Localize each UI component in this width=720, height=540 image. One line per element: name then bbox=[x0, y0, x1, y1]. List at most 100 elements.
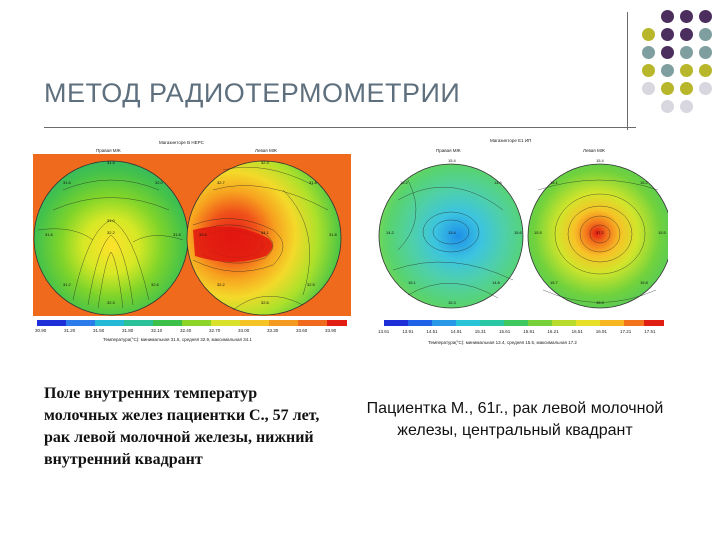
decorative-dot bbox=[680, 28, 693, 41]
scale-tick-label: 32.10 bbox=[151, 328, 163, 333]
sensor-value: 13.4 bbox=[448, 230, 456, 235]
scale-tick-label: 31.80 bbox=[122, 328, 134, 333]
left-right-breast-label: Правая МЖ bbox=[96, 148, 121, 153]
scale-tick-label: 15.31 bbox=[474, 329, 487, 334]
vertical-divider-line bbox=[627, 12, 628, 132]
decorative-dot bbox=[680, 64, 693, 77]
scale-tick-label: 33.00 bbox=[238, 328, 250, 333]
decorative-dot bbox=[642, 82, 655, 95]
sensor-value: 32.2 bbox=[217, 282, 225, 287]
right-right-breast-map bbox=[378, 163, 524, 309]
sensor-value: 31.6 bbox=[63, 180, 71, 185]
sensor-value: 31.8 bbox=[173, 232, 181, 237]
sensor-value: 32.5 bbox=[307, 282, 315, 287]
left-color-scale bbox=[37, 320, 347, 326]
decorative-dot bbox=[642, 64, 655, 77]
decorative-dot bbox=[680, 82, 693, 95]
scale-tick-label: 33.30 bbox=[267, 328, 279, 333]
scale-tick-label: 13.61 bbox=[378, 329, 390, 334]
decorative-dot bbox=[661, 28, 674, 41]
decorative-dot bbox=[661, 82, 674, 95]
decorative-dot bbox=[699, 82, 712, 95]
sensor-value: 14.8 bbox=[492, 280, 500, 285]
decorative-dot bbox=[680, 46, 693, 59]
sensor-value: 15.5 bbox=[534, 230, 542, 235]
scale-tick-label: 16.51 bbox=[571, 329, 583, 334]
scale-tick-label: 32.40 bbox=[180, 328, 192, 333]
thermogram-right-image bbox=[378, 130, 673, 352]
right-left-breast-label: Левая МЖ bbox=[583, 148, 605, 153]
thermogram-left-image bbox=[33, 130, 351, 352]
decorative-dot bbox=[661, 64, 674, 77]
thermogram-left: Магазинторе В НЕРС Правая МЖ Левая МЖ 30… bbox=[33, 130, 351, 352]
sensor-value: 15.1 bbox=[408, 280, 416, 285]
sensor-value: 33.6 bbox=[199, 232, 207, 237]
sensor-value: 32.3 bbox=[261, 160, 269, 165]
sensor-value: 32.6 bbox=[151, 282, 159, 287]
decorative-dot bbox=[699, 64, 712, 77]
sensor-value: 14.2 bbox=[386, 230, 394, 235]
sensor-value: 15.2 bbox=[400, 180, 408, 185]
decorative-dot bbox=[699, 10, 712, 23]
sensor-value: 32.3 bbox=[107, 300, 115, 305]
sensor-value: 15.8 bbox=[640, 280, 648, 285]
scale-tick-label: 16.21 bbox=[547, 329, 559, 334]
sensor-value: 15.3 bbox=[448, 300, 456, 305]
decorative-dot bbox=[699, 46, 712, 59]
slide-title: МЕТОД РАДИОТЕРМОМЕТРИИ bbox=[44, 78, 461, 108]
left-right-breast-map bbox=[33, 160, 189, 316]
sensor-value: 32.7 bbox=[217, 180, 225, 185]
left-thermogram-header: Магазинторе В НЕРС bbox=[159, 140, 204, 145]
sensor-value: 31.8 bbox=[309, 180, 317, 185]
left-left-breast-label: Левая МЖ bbox=[255, 148, 277, 153]
thermogram-right: Магазинторе Е1 ИП Правая МЖ Левая МЖ 13.… bbox=[378, 130, 673, 352]
scale-tick-label: 33.60 bbox=[296, 328, 308, 333]
sensor-value: 15.2 bbox=[640, 180, 648, 185]
sensor-value: 32.2 bbox=[107, 230, 115, 235]
scale-tick-label: 31.50 bbox=[93, 328, 105, 333]
scale-tick-label: 17.51 bbox=[644, 329, 656, 334]
caption-right: Пациентка М., 61г., рак левой молочной ж… bbox=[366, 400, 664, 439]
decorative-dot bbox=[661, 46, 674, 59]
scale-tick-label: 14.51 bbox=[426, 329, 438, 334]
right-color-scale bbox=[384, 320, 664, 326]
scale-tick-label: 17.21 bbox=[620, 329, 632, 334]
sensor-value: 15.5 bbox=[596, 300, 604, 305]
decorative-dot bbox=[661, 10, 674, 23]
right-thermogram-header: Магазинторе Е1 ИП bbox=[490, 138, 532, 143]
sensor-value: 31.0 bbox=[107, 218, 115, 223]
scale-tick-label: 32.70 bbox=[209, 328, 221, 333]
scale-tick-label: 13.91 bbox=[402, 329, 414, 334]
caption-left: Поле внутренних температур молочных желе… bbox=[44, 385, 320, 468]
scale-tick-label: 15.91 bbox=[523, 329, 535, 334]
sensor-value: 32.0 bbox=[155, 180, 163, 185]
sensor-value: 31.6 bbox=[45, 232, 53, 237]
decorative-dot bbox=[642, 28, 655, 41]
sensor-value: 15.1 bbox=[550, 180, 558, 185]
sensor-value: 31.8 bbox=[329, 232, 337, 237]
sensor-value: 31.5 bbox=[107, 160, 115, 165]
sensor-value: 15.4 bbox=[596, 158, 604, 163]
left-thermogram-footer: Температура(°С): минимальная 31.5, средн… bbox=[103, 337, 252, 342]
sensor-value: 15.4 bbox=[448, 158, 456, 163]
decorative-dot bbox=[680, 10, 693, 23]
sensor-value: 14.6 bbox=[494, 180, 502, 185]
right-right-breast-label: Правая МЖ bbox=[436, 148, 461, 153]
decorative-dot bbox=[642, 46, 655, 59]
right-left-breast-map bbox=[527, 163, 673, 309]
scale-tick-label: 15.61 bbox=[499, 329, 511, 334]
horizontal-divider-line bbox=[44, 127, 636, 128]
sensor-value: 15.7 bbox=[550, 280, 558, 285]
scale-tick-label: 33.90 bbox=[325, 328, 337, 333]
decorative-dot bbox=[661, 100, 674, 113]
decorative-dot bbox=[699, 28, 712, 41]
sensor-value: 34.1 bbox=[261, 230, 269, 235]
sensor-value: 31.2 bbox=[63, 282, 71, 287]
sensor-value: 15.6 bbox=[514, 230, 522, 235]
sensor-value: 32.6 bbox=[261, 300, 269, 305]
scale-tick-label: 31.20 bbox=[64, 328, 76, 333]
right-thermogram-footer: Температура(°С): минимальная 13.4, средн… bbox=[428, 340, 577, 345]
scale-tick-label: 14.91 bbox=[450, 329, 462, 334]
decorative-dot-grid bbox=[637, 10, 717, 120]
scale-tick-label: 30.90 bbox=[35, 328, 47, 333]
